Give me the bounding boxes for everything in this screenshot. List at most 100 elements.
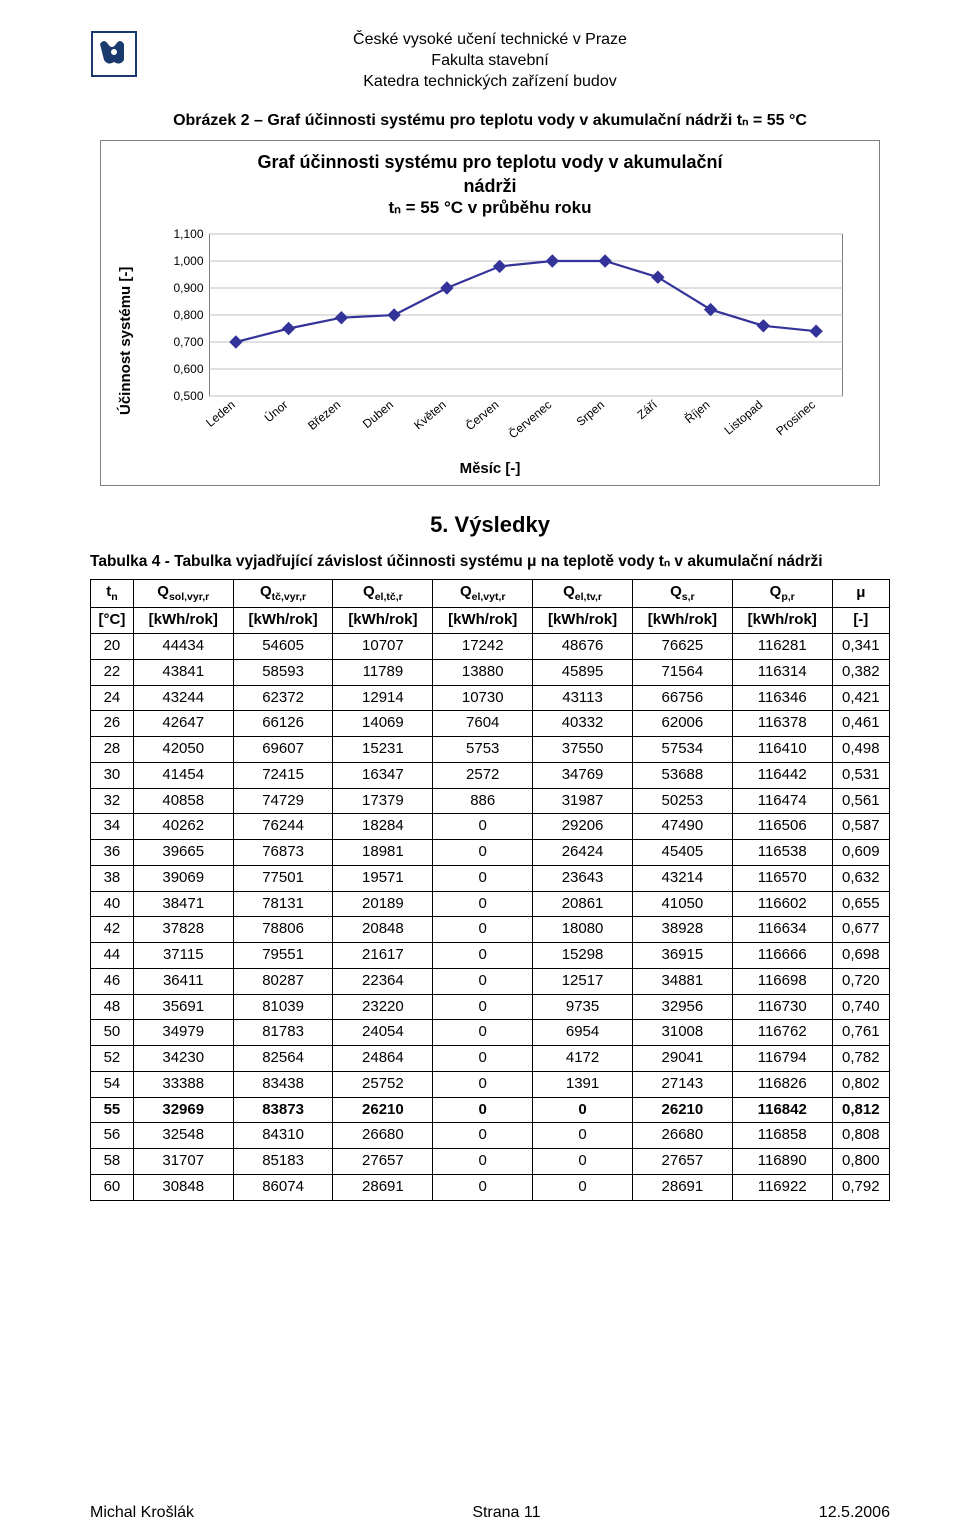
table-cell: 0 xyxy=(433,968,533,994)
table-cell: 55 xyxy=(91,1097,134,1123)
table-cell: 0,421 xyxy=(832,685,889,711)
svg-text:0,700: 0,700 xyxy=(173,335,203,349)
table-cell: 40858 xyxy=(133,788,233,814)
table-cell: 31008 xyxy=(632,1020,732,1046)
table-cell: 7604 xyxy=(433,711,533,737)
table-cell: 27657 xyxy=(333,1149,433,1175)
table-cell: 45405 xyxy=(632,840,732,866)
table-cell: 54605 xyxy=(233,634,333,660)
table-cell: 43244 xyxy=(133,685,233,711)
table-cell: 0,792 xyxy=(832,1174,889,1200)
table-cell: 116281 xyxy=(732,634,832,660)
table-cell: 0,587 xyxy=(832,814,889,840)
table-cell: 0,382 xyxy=(832,659,889,685)
table-unit-cell: [kWh/rok] xyxy=(133,608,233,634)
table-cell: 62006 xyxy=(632,711,732,737)
table-cell: 0,740 xyxy=(832,994,889,1020)
table-cell: 36411 xyxy=(133,968,233,994)
table-cell: 116922 xyxy=(732,1174,832,1200)
table-row: 40384717813120189020861410501166020,655 xyxy=(91,891,890,917)
table-cell: 34230 xyxy=(133,1046,233,1072)
table-cell: 26680 xyxy=(333,1123,433,1149)
table-cell: 29206 xyxy=(533,814,633,840)
header-line-2: Fakulta stavební xyxy=(90,51,890,72)
table-cell: 116474 xyxy=(732,788,832,814)
table-cell: 30848 xyxy=(133,1174,233,1200)
table-cell: 6954 xyxy=(533,1020,633,1046)
table-cell: 5753 xyxy=(433,737,533,763)
table-unit-cell: [kWh/rok] xyxy=(333,608,433,634)
table-cell: 50253 xyxy=(632,788,732,814)
table-row: 5234230825642486404172290411167940,782 xyxy=(91,1046,890,1072)
table-cell: 53688 xyxy=(632,762,732,788)
table-cell: 116602 xyxy=(732,891,832,917)
table-header-cell: Qs,r xyxy=(632,580,732,608)
table-cell: 62372 xyxy=(233,685,333,711)
table-row: 34402627624418284029206474901165060,587 xyxy=(91,814,890,840)
table-row: 6030848860742869100286911169220,792 xyxy=(91,1174,890,1200)
table-cell: 25752 xyxy=(333,1071,433,1097)
table-cell: 0 xyxy=(533,1123,633,1149)
table-cell: 18284 xyxy=(333,814,433,840)
table-cell: 0 xyxy=(433,943,533,969)
table-cell: 48 xyxy=(91,994,134,1020)
table-cell: 46 xyxy=(91,968,134,994)
svg-text:Srpen: Srpen xyxy=(574,398,608,429)
table-cell: 26424 xyxy=(533,840,633,866)
table-cell: 116378 xyxy=(732,711,832,737)
table-unit-cell: [kWh/rok] xyxy=(632,608,732,634)
table-cell: 16347 xyxy=(333,762,433,788)
svg-text:0,800: 0,800 xyxy=(173,308,203,322)
table-cell: 17379 xyxy=(333,788,433,814)
table-cell: 0 xyxy=(433,1046,533,1072)
table-cell: 18981 xyxy=(333,840,433,866)
table-cell: 38928 xyxy=(632,917,732,943)
table-cell: 0,800 xyxy=(832,1149,889,1175)
table-cell: 72415 xyxy=(233,762,333,788)
chart-xlabel: Měsíc [-] xyxy=(111,460,869,477)
table-cell: 23220 xyxy=(333,994,433,1020)
svg-text:1,000: 1,000 xyxy=(173,254,203,268)
table-cell: 0 xyxy=(533,1174,633,1200)
table-cell: 83873 xyxy=(233,1097,333,1123)
table-cell: 0 xyxy=(433,994,533,1020)
table-cell: 34769 xyxy=(533,762,633,788)
table-cell: 116794 xyxy=(732,1046,832,1072)
table-cell: 56 xyxy=(91,1123,134,1149)
table-cell: 84310 xyxy=(233,1123,333,1149)
table-cell: 32 xyxy=(91,788,134,814)
table-unit-cell: [kWh/rok] xyxy=(732,608,832,634)
table-cell: 0 xyxy=(433,917,533,943)
header-line-1: České vysoké učení technické v Praze xyxy=(90,30,890,51)
table-row: 38390697750119571023643432141165700,632 xyxy=(91,865,890,891)
figure-caption: Obrázek 2 – Graf účinnosti systému pro t… xyxy=(90,110,890,130)
table-cell: 0 xyxy=(433,1174,533,1200)
table-unit-cell: [-] xyxy=(832,608,889,634)
table-cell: 36915 xyxy=(632,943,732,969)
table-cell: 11789 xyxy=(333,659,433,685)
results-table: tnQsol,vyr,rQtč,vyr,rQel,tč,rQel,vyt,rQe… xyxy=(90,579,890,1200)
table-cell: 26210 xyxy=(632,1097,732,1123)
table-cell: 28 xyxy=(91,737,134,763)
table-cell: 48676 xyxy=(533,634,633,660)
table-cell: 76244 xyxy=(233,814,333,840)
table-cell: 1391 xyxy=(533,1071,633,1097)
table-cell: 58 xyxy=(91,1149,134,1175)
table-unit-cell: [kWh/rok] xyxy=(433,608,533,634)
table-row: 28420506960715231575337550575341164100,4… xyxy=(91,737,890,763)
table-cell: 116538 xyxy=(732,840,832,866)
table-header-cell: Qel,vyt,r xyxy=(433,580,533,608)
chart-title-line1: Graf účinnosti systému pro teplotu vody … xyxy=(111,151,869,174)
table-row: 5532969838732621000262101168420,812 xyxy=(91,1097,890,1123)
table-cell: 50 xyxy=(91,1020,134,1046)
footer-author: Michal Krošlák xyxy=(90,1504,194,1522)
table-unit-cell: [°C] xyxy=(91,608,134,634)
table-cell: 12517 xyxy=(533,968,633,994)
table-header-cell: Qp,r xyxy=(732,580,832,608)
table-cell: 76625 xyxy=(632,634,732,660)
table-row: 36396657687318981026424454051165380,609 xyxy=(91,840,890,866)
table-cell: 0,609 xyxy=(832,840,889,866)
table-cell: 43113 xyxy=(533,685,633,711)
table-row: 46364118028722364012517348811166980,720 xyxy=(91,968,890,994)
table-cell: 116570 xyxy=(732,865,832,891)
